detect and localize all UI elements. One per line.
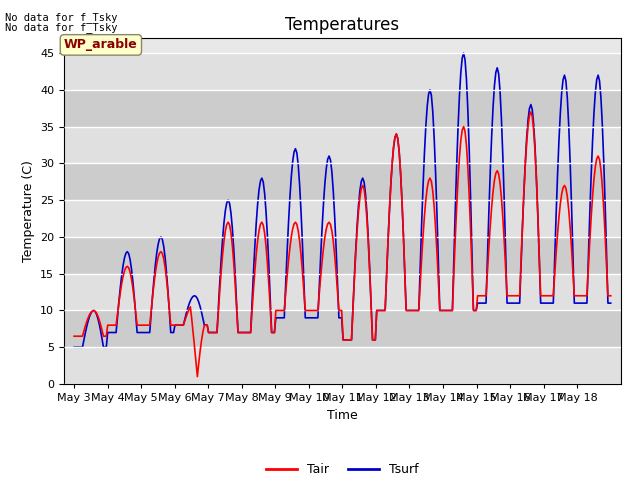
- Bar: [64, 53, 621, 90]
- Line: Tair: Tair: [74, 112, 611, 377]
- Tair: [70, 333, 78, 339]
- Tsurf: [452, 165, 460, 170]
- Tair: [348, 337, 355, 343]
- Tair: [607, 293, 614, 299]
- Text: No data for f_Tsky: No data for f_Tsky: [5, 22, 118, 33]
- Tsurf: [105, 330, 113, 336]
- Bar: [64, 90, 621, 127]
- Tair: [88, 308, 96, 314]
- Tsurf: [460, 50, 467, 56]
- Tair: [605, 293, 613, 299]
- Y-axis label: Temperature (C): Temperature (C): [22, 160, 35, 262]
- Bar: [64, 127, 621, 163]
- Text: WP_arable: WP_arable: [64, 38, 138, 51]
- Tair: [454, 178, 462, 183]
- Bar: [64, 347, 621, 384]
- Legend: Tair, Tsurf: Tair, Tsurf: [261, 458, 424, 480]
- Tair: [527, 109, 534, 115]
- Tair: [193, 374, 201, 380]
- Bar: [64, 200, 621, 237]
- Line: Tsurf: Tsurf: [74, 53, 611, 347]
- Title: Temperatures: Temperatures: [285, 16, 399, 34]
- Tsurf: [604, 300, 612, 306]
- Bar: [64, 274, 621, 311]
- X-axis label: Time: Time: [327, 408, 358, 421]
- Tair: [536, 252, 543, 258]
- Tair: [105, 322, 113, 328]
- Tsurf: [534, 214, 541, 220]
- Tsurf: [346, 337, 354, 343]
- Bar: [64, 311, 621, 347]
- Tsurf: [607, 300, 614, 306]
- Bar: [64, 163, 621, 200]
- Tsurf: [70, 344, 78, 350]
- Bar: [64, 237, 621, 274]
- Tsurf: [88, 308, 96, 314]
- Text: No data for f_Tsky: No data for f_Tsky: [5, 12, 118, 23]
